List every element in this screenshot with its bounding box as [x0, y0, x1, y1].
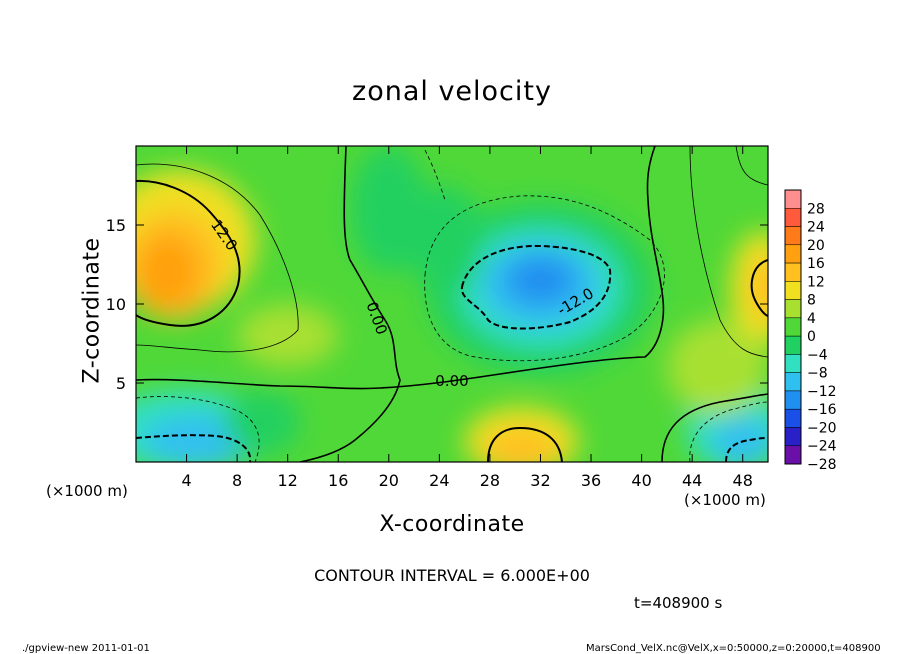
contour-interval: CONTOUR INTERVAL = 6.000E+00 [314, 566, 590, 585]
contour-line [136, 396, 260, 462]
colorbar-swatch [784, 372, 802, 392]
colorbar-swatch [784, 281, 802, 300]
colorbar-tick-label: 8 [807, 293, 816, 309]
x-tick-label: 28 [480, 471, 500, 490]
y-unit-label: (×1000 m) [46, 482, 128, 500]
colorbar-swatch [784, 244, 802, 264]
field-blob [407, 185, 484, 297]
x-tick-label: 16 [328, 471, 348, 490]
colorbar: 28 24 20 16 12 8 4 0 −4 −8 −12 −16 −20 −24 −28 [784, 189, 837, 473]
contour-line [136, 146, 665, 390]
colorbar-swatch [784, 208, 802, 227]
colorbar-swatch [784, 317, 802, 337]
colorbar-frame [784, 189, 802, 465]
colorbar-swatch [784, 262, 802, 282]
contour-line [424, 149, 446, 201]
contour-line [689, 146, 768, 358]
field-blob [136, 234, 200, 311]
colorbar-tick-label: 0 [807, 329, 816, 345]
colorbar-tick-label: −12 [807, 384, 837, 400]
colorbar-tick-label: 16 [807, 256, 825, 272]
colorbar-swatch [784, 226, 802, 246]
colorbar-swatch [784, 335, 802, 355]
contour-lines [136, 146, 768, 462]
footer-left: ./gpview-new 2011-01-01 [22, 643, 150, 654]
colorbar-tick-label: −4 [807, 347, 828, 363]
contour-line [136, 434, 252, 462]
velocity-field [136, 146, 768, 462]
x-axis-label: X-coordinate [379, 512, 525, 537]
colorbar-tick-label: 12 [807, 274, 825, 290]
colorbar-swatch [784, 408, 802, 428]
time-stamp: t=408900 s [634, 594, 723, 612]
contour-line [735, 146, 768, 186]
colorbar-swatch [784, 427, 802, 446]
contour-line [299, 146, 401, 462]
colorbar-tick-label: −28 [807, 457, 837, 473]
field-blob [350, 146, 427, 273]
colorbar-tick-label: −20 [807, 420, 837, 436]
x-tick-label: 20 [379, 471, 399, 490]
colorbar-swatch [784, 390, 802, 410]
field-blob [711, 417, 768, 462]
contour-line [487, 426, 563, 462]
contour-line [136, 179, 241, 327]
colorbar-tick-label: −16 [807, 402, 837, 418]
x-axis: 4 8 12 16 20 24 28 32 36 40 44 48 [181, 146, 753, 490]
contour-line [725, 437, 768, 462]
field-blob [224, 390, 301, 455]
contour-line [661, 393, 768, 462]
field-blob [730, 231, 768, 346]
colorbar-tick-label: 28 [807, 201, 825, 217]
y-axis-label: Z-coordinate [79, 237, 105, 384]
footer-right: MarsCond_VelX.nc@VelX,x=0:50000,z=0:2000… [586, 643, 881, 654]
x-tick-label: 44 [682, 471, 702, 490]
contour-line [460, 244, 612, 330]
colorbar-swatch [784, 299, 802, 319]
field-blob [237, 304, 339, 368]
contour-label: 0.00 [435, 372, 468, 390]
colorbar-tick-label: −8 [807, 366, 828, 382]
contour-line [424, 195, 665, 362]
y-axis: 5 10 15 [106, 216, 768, 393]
chart-title: zonal velocity [352, 76, 552, 107]
x-tick-label: 36 [581, 471, 601, 490]
x-tick-label: 32 [530, 471, 550, 490]
colorbar-swatch [784, 354, 802, 373]
colorbar-tick-label: 20 [807, 238, 825, 254]
x-tick-label: 8 [232, 471, 242, 490]
y-tick-label: 15 [106, 216, 126, 235]
colorbar-swatch [784, 445, 802, 465]
contour-line [750, 259, 768, 317]
colorbar-tick-label: −24 [807, 439, 837, 455]
x-tick-label: 24 [429, 471, 449, 490]
contour-line [689, 401, 768, 462]
x-tick-label: 40 [631, 471, 651, 490]
colorbar-tick-label: 24 [807, 220, 825, 236]
colorbar-swatch [784, 189, 802, 209]
x-unit-label: (×1000 m) [684, 491, 766, 509]
contour-line [136, 163, 299, 353]
x-tick-label: 48 [733, 471, 753, 490]
field-blob [483, 428, 560, 462]
x-tick-label: 12 [278, 471, 298, 490]
y-tick-label: 10 [106, 295, 126, 314]
field-blob [505, 255, 576, 306]
y-tick-label: 5 [116, 374, 126, 393]
colorbar-tick-label: 4 [807, 311, 816, 327]
x-tick-label: 4 [181, 471, 191, 490]
field-blob [666, 319, 768, 415]
